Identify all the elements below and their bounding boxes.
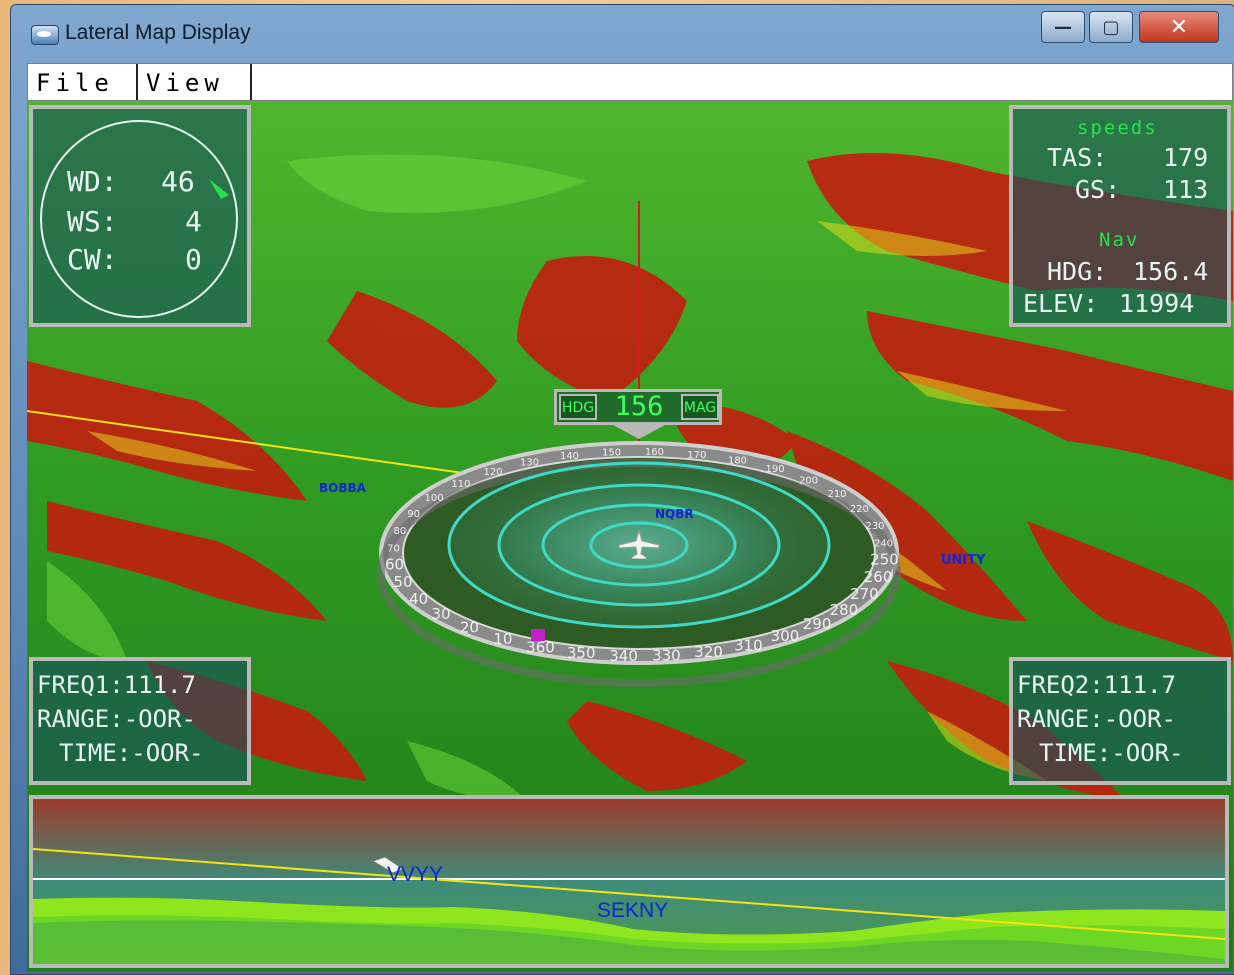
compass-tick-360: 360 xyxy=(526,638,555,656)
compass-tick-60: 60 xyxy=(385,556,404,574)
speeds-header: speeds xyxy=(1077,117,1158,139)
compass-tick-70: 70 xyxy=(387,544,400,555)
compass-tick-90: 90 xyxy=(407,509,420,520)
ws-label: WS: xyxy=(67,205,118,238)
freq2-frequency: FREQ2:111.7 xyxy=(1017,671,1176,699)
compass-tick-40: 40 xyxy=(409,590,428,608)
elev-value: 11994 xyxy=(1119,289,1195,318)
compass-tick-290: 290 xyxy=(803,615,832,633)
compass-tick-180: 180 xyxy=(728,456,747,467)
wd-value: 46 xyxy=(161,165,195,198)
compass-tick-10: 10 xyxy=(493,630,512,648)
map-viewport[interactable]: 360 10 20 30 40 50 60 70 80 90 100 110 120 130 140 150 1… xyxy=(27,101,1233,971)
compass-tick-310: 310 xyxy=(734,636,763,654)
compass-tick-160: 160 xyxy=(645,447,664,458)
app-icon xyxy=(31,25,59,45)
freq1-panel: FREQ1:111.7 RANGE:-OOR- TIME:-OOR- xyxy=(29,657,251,785)
compass-tick-80: 80 xyxy=(394,526,407,537)
nav-header: Nav xyxy=(1099,229,1140,251)
heading-label-right: MAG xyxy=(681,394,719,420)
wind-panel: WD: 46 WS: 4 CW: 0 xyxy=(29,105,251,327)
wind-arrow-icon xyxy=(209,179,229,199)
menu-view[interactable]: View xyxy=(138,64,252,100)
speeds-panel: speeds TAS: 179 GS: 113 Nav HDG: 156.4 E… xyxy=(1009,105,1231,327)
heading-value: 156 xyxy=(614,391,664,422)
elev-label: ELEV: xyxy=(1023,289,1099,318)
freq1-time: TIME:-OOR- xyxy=(59,739,204,767)
minimize-button[interactable]: — xyxy=(1041,11,1085,43)
heading-pointer xyxy=(613,425,665,439)
application-window: Lateral Map Display — ▢ ✕ File View xyxy=(10,4,1234,975)
profile-waypoint-vvyy: VVYY xyxy=(387,863,444,886)
heading-label-left: HDG xyxy=(559,394,597,420)
tas-value: 179 xyxy=(1163,143,1209,172)
compass-tick-280: 280 xyxy=(830,601,859,619)
compass-tick-210: 210 xyxy=(827,489,846,500)
maximize-button[interactable]: ▢ xyxy=(1089,11,1133,43)
freq2-range: RANGE:-OOR- xyxy=(1017,705,1176,733)
compass-tick-170: 170 xyxy=(687,450,706,461)
vertical-profile-panel: VVYY SEKNY xyxy=(29,795,1229,968)
freq1-frequency: FREQ1:111.7 xyxy=(37,671,196,699)
compass-tick-120: 120 xyxy=(483,467,502,478)
heading-indicator: HDG 156 MAG xyxy=(554,389,722,425)
close-button[interactable]: ✕ xyxy=(1139,11,1219,43)
title-bar[interactable]: Lateral Map Display — ▢ ✕ xyxy=(11,5,1234,57)
freq2-time: TIME:-OOR- xyxy=(1039,739,1184,767)
window-title: Lateral Map Display xyxy=(65,21,251,44)
menu-file[interactable]: File xyxy=(28,64,138,100)
compass-tick-270: 270 xyxy=(850,585,879,603)
cw-value: 0 xyxy=(185,243,202,276)
compass-tick-140: 140 xyxy=(560,451,579,462)
compass-tick-100: 100 xyxy=(425,493,444,504)
compass-tick-110: 110 xyxy=(451,479,470,490)
freq2-panel: FREQ2:111.7 RANGE:-OOR- TIME:-OOR- xyxy=(1009,657,1231,785)
waypoint-label-bobba[interactable]: BOBBA xyxy=(319,481,366,495)
compass-tick-350: 350 xyxy=(567,644,596,662)
compass-tick-230: 230 xyxy=(865,521,884,532)
wind-compass-circle xyxy=(40,120,238,318)
waypoint-label-unity[interactable]: UNITY xyxy=(941,553,986,568)
compass-tick-320: 320 xyxy=(694,643,723,661)
compass-tick-30: 30 xyxy=(431,605,450,623)
waypoint-label-nqbr[interactable]: NQBR xyxy=(655,507,694,521)
freq1-range: RANGE:-OOR- xyxy=(37,705,196,733)
menu-bar: File View xyxy=(27,63,1233,101)
compass-tick-300: 300 xyxy=(771,627,800,645)
wd-label: WD: xyxy=(67,165,118,198)
compass-tick-150: 150 xyxy=(602,448,621,459)
hdg-value: 156.4 xyxy=(1133,257,1209,286)
compass-tick-20: 20 xyxy=(460,619,479,637)
tas-label: TAS: xyxy=(1047,143,1108,172)
compass-tick-260: 260 xyxy=(864,568,893,586)
compass-tick-330: 330 xyxy=(652,646,681,664)
aircraft-icon xyxy=(617,529,661,560)
compass-tick-50: 50 xyxy=(393,573,412,591)
compass-tick-340: 340 xyxy=(609,647,638,665)
profile-aircraft-icon xyxy=(371,856,405,874)
profile-waypoint-sekny: SEKNY xyxy=(597,899,669,922)
vertical-profile-chart xyxy=(33,799,1225,964)
hdg-label: HDG: xyxy=(1047,257,1108,286)
compass-tick-190: 190 xyxy=(766,464,785,475)
compass-tick-240: 240 xyxy=(874,539,893,550)
compass-tick-250: 250 xyxy=(870,551,899,569)
compass-tick-220: 220 xyxy=(850,504,869,515)
ws-value: 4 xyxy=(185,205,202,238)
cw-label: CW: xyxy=(67,243,118,276)
compass-tick-200: 200 xyxy=(799,475,818,486)
compass-tick-130: 130 xyxy=(520,458,539,469)
gs-value: 113 xyxy=(1163,175,1209,204)
gs-label: GS: xyxy=(1075,175,1121,204)
